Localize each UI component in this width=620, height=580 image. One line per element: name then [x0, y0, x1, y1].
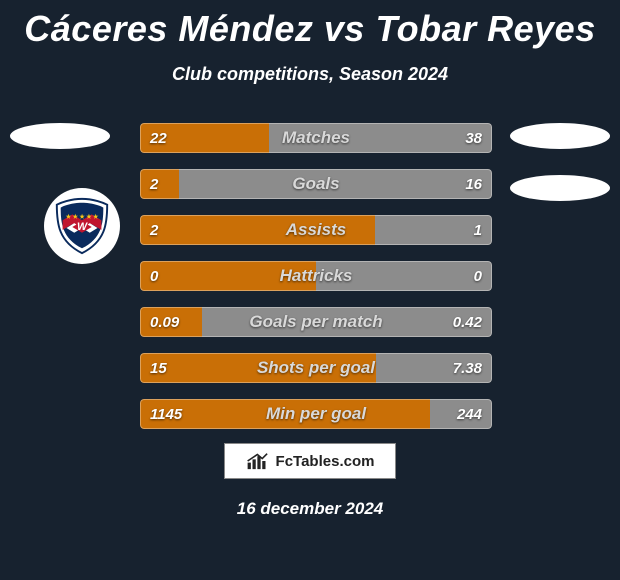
comparison-bars: Matches2238 Goals216 Assists21 Hattricks00 G…	[140, 123, 492, 445]
brand-text: FcTables.com	[276, 453, 375, 470]
stat-row: Shots per goal157.38	[140, 353, 492, 383]
bar-left-fill	[140, 169, 179, 199]
bar-left-fill	[140, 123, 269, 153]
page-title: Cáceres Méndez vs Tobar Reyes	[0, 0, 620, 50]
brand-box[interactable]: FcTables.com	[224, 443, 396, 479]
bar-right-fill	[179, 169, 492, 199]
stat-row: Goals per match0.090.42	[140, 307, 492, 337]
shield-icon: ★ ★ ★ ★ ★ W	[51, 195, 113, 257]
bar-right-fill	[269, 123, 492, 153]
team-badge: ★ ★ ★ ★ ★ W	[44, 188, 120, 264]
player-right-badge-2	[510, 175, 610, 201]
bar-right-fill	[430, 399, 492, 429]
bar-left-fill	[140, 399, 430, 429]
stat-row: Goals216	[140, 169, 492, 199]
bar-left-fill	[140, 353, 376, 383]
stat-row: Hattricks00	[140, 261, 492, 291]
bar-right-fill	[376, 353, 492, 383]
stat-row: Min per goal1145244	[140, 399, 492, 429]
bar-right-fill	[316, 261, 492, 291]
bar-right-fill	[375, 215, 492, 245]
bar-left-fill	[140, 307, 202, 337]
date-text: 16 december 2024	[0, 499, 620, 519]
svg-text:★ ★ ★ ★ ★: ★ ★ ★ ★ ★	[66, 213, 99, 220]
player-right-badge-1	[510, 123, 610, 149]
svg-text:W: W	[77, 221, 88, 233]
subtitle: Club competitions, Season 2024	[0, 64, 620, 85]
bar-left-fill	[140, 261, 316, 291]
bar-right-fill	[202, 307, 492, 337]
bar-left-fill	[140, 215, 375, 245]
stat-row: Matches2238	[140, 123, 492, 153]
player-left-badge	[10, 123, 110, 149]
chart-icon	[246, 450, 272, 472]
stat-row: Assists21	[140, 215, 492, 245]
